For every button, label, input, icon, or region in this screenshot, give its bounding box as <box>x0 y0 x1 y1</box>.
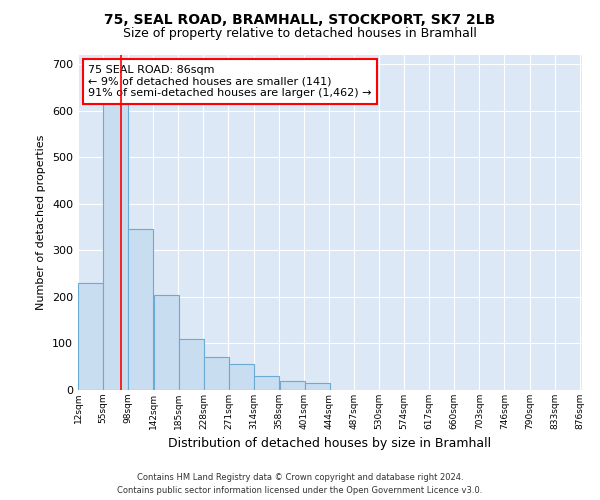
Bar <box>229 364 254 390</box>
Bar <box>78 283 103 390</box>
Text: Contains HM Land Registry data © Crown copyright and database right 2024.
Contai: Contains HM Land Registry data © Crown c… <box>118 474 482 495</box>
Text: 75, SEAL ROAD, BRAMHALL, STOCKPORT, SK7 2LB: 75, SEAL ROAD, BRAMHALL, STOCKPORT, SK7 … <box>104 12 496 26</box>
X-axis label: Distribution of detached houses by size in Bramhall: Distribution of detached houses by size … <box>169 438 491 450</box>
Bar <box>280 380 305 390</box>
Bar <box>103 102 128 390</box>
Text: Size of property relative to detached houses in Bramhall: Size of property relative to detached ho… <box>123 28 477 40</box>
Bar <box>179 339 204 390</box>
Bar <box>204 358 229 390</box>
Text: 75 SEAL ROAD: 86sqm
← 9% of detached houses are smaller (141)
91% of semi-detach: 75 SEAL ROAD: 86sqm ← 9% of detached hou… <box>88 65 371 98</box>
Bar <box>254 376 279 390</box>
Bar <box>154 294 179 390</box>
Bar <box>305 383 330 390</box>
Bar <box>128 230 153 390</box>
Y-axis label: Number of detached properties: Number of detached properties <box>37 135 46 310</box>
